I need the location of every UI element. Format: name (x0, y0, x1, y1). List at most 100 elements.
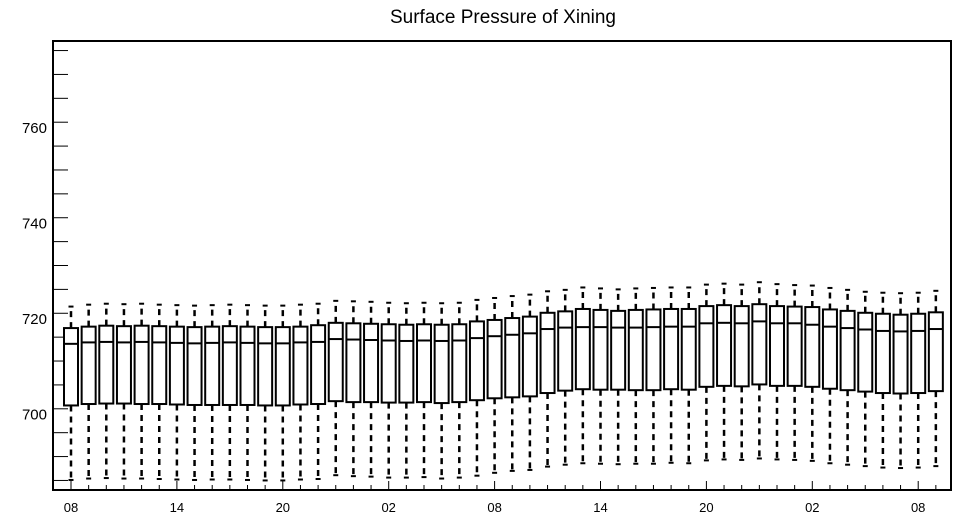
box-item (874, 291, 891, 469)
box-rect (751, 303, 768, 386)
box-item (910, 291, 927, 469)
box-rect (168, 325, 185, 406)
box-rect (733, 305, 750, 388)
x-tick-label: 02 (381, 500, 395, 515)
box-item (769, 283, 785, 461)
box-rect (557, 310, 574, 392)
box-rect (345, 322, 362, 404)
box-item (204, 304, 221, 481)
box-rect (204, 325, 221, 406)
box-item (98, 302, 115, 480)
box-rect (433, 323, 450, 405)
box-rect (221, 325, 238, 406)
y-tick-label: 740 (22, 216, 47, 233)
box-rect (486, 318, 503, 400)
box-rect (327, 321, 344, 403)
chart-title: Surface Pressure of Xining (390, 7, 616, 28)
box-rect (892, 313, 909, 395)
box-item (80, 303, 97, 480)
box-item (539, 290, 556, 468)
x-axis: 08 14 20 02 08 14 20 02 08 (64, 481, 937, 515)
box-item (857, 290, 874, 468)
box-rect (416, 323, 432, 404)
box-rect (610, 309, 627, 391)
x-tick-label: 08 (911, 500, 925, 515)
box-item (486, 296, 503, 474)
box-item (574, 286, 591, 465)
box-rect (645, 308, 662, 392)
box-item (892, 292, 909, 470)
box-item (716, 282, 733, 461)
box-rect (521, 315, 538, 398)
y-tick-label: 700 (22, 407, 47, 424)
box-rect (310, 324, 327, 406)
box-item (416, 301, 432, 479)
box-rect (98, 324, 115, 405)
box-rect (63, 327, 79, 407)
box-rect (927, 311, 944, 393)
box-rect (504, 317, 521, 399)
box-rect (804, 306, 821, 388)
box-rect (839, 309, 856, 392)
x-tick-label: 20 (276, 500, 290, 515)
box-item (927, 289, 944, 468)
box-item (380, 301, 397, 479)
box-item (168, 304, 185, 481)
box-rect (451, 323, 468, 404)
box-rect (239, 325, 256, 406)
plot-frame (52, 40, 952, 491)
y-axis: 700 720 740 760 (22, 50, 68, 481)
box-item (63, 305, 79, 481)
box-item (504, 295, 521, 472)
box-rect (874, 312, 891, 395)
box-rect (274, 326, 291, 407)
box-item (433, 302, 450, 480)
box-rect (80, 325, 97, 406)
box-item (592, 287, 609, 465)
box-rect (627, 308, 644, 392)
box-item (239, 304, 256, 481)
box-item (274, 304, 291, 482)
box-item (610, 288, 627, 466)
box-rect (398, 323, 415, 404)
box-item (186, 304, 203, 481)
box-item (680, 286, 697, 465)
box-rect (133, 324, 150, 406)
box-item (451, 301, 468, 479)
box-rect (663, 307, 680, 391)
box-item (257, 304, 274, 482)
box-rect (468, 320, 485, 402)
x-tick-label: 14 (593, 500, 607, 515)
x-tick-label: 14 (170, 500, 184, 515)
box-item (151, 303, 168, 481)
box-item (345, 300, 362, 478)
box-item (221, 303, 238, 481)
box-rect (592, 308, 609, 391)
box-item (327, 299, 344, 477)
box-item (557, 288, 574, 466)
box-rect (186, 326, 203, 406)
box-rect (380, 323, 397, 404)
box-item (751, 281, 768, 460)
box-rect (574, 307, 591, 391)
box-rect (716, 304, 733, 387)
box-rect (769, 305, 785, 387)
box-item (363, 300, 380, 478)
x-tick-label: 20 (699, 500, 713, 515)
box-rect (821, 308, 838, 390)
box-rect (292, 325, 309, 406)
box-rect (363, 322, 380, 404)
box-item (663, 286, 680, 464)
x-tick-label: 02 (805, 500, 819, 515)
box-item (733, 283, 750, 461)
box-rect (910, 312, 927, 395)
box-rect (857, 311, 874, 393)
box-rect (539, 311, 556, 395)
box-item (821, 286, 838, 465)
x-tick-label: 08 (64, 500, 78, 515)
box-item (698, 283, 715, 462)
box-rect (786, 305, 803, 387)
box-item (310, 302, 327, 481)
boxes (63, 281, 944, 482)
